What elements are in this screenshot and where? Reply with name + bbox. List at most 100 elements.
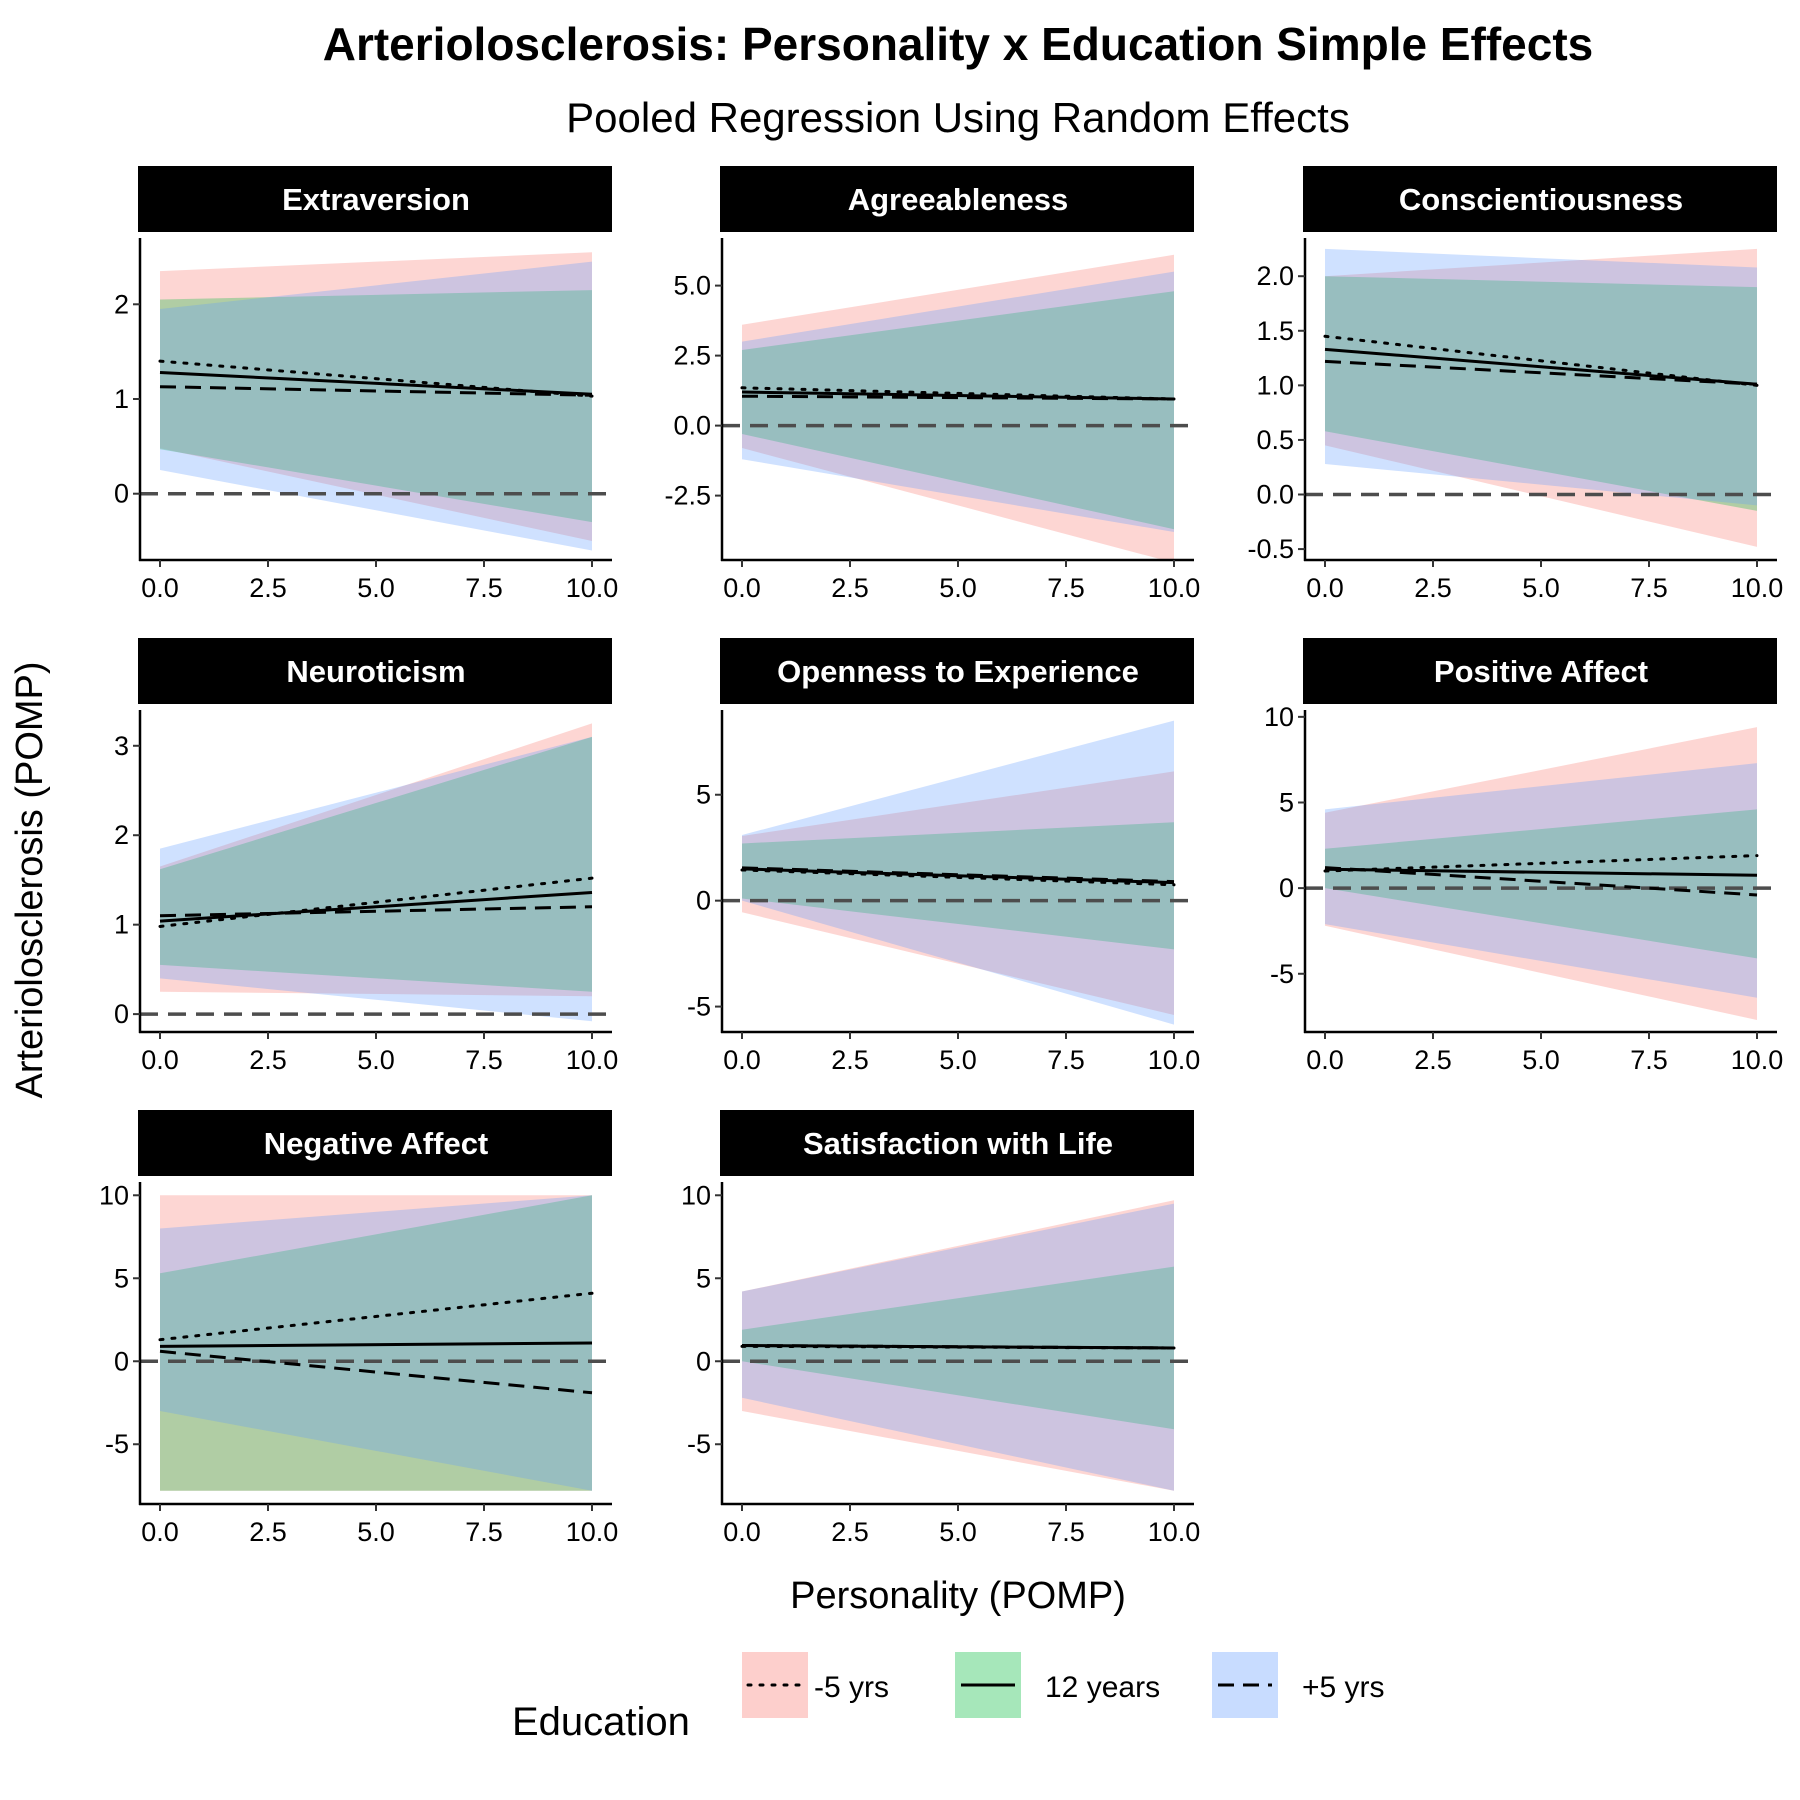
y-tick-label-conscientiousness: -0.5 [1247, 534, 1294, 564]
x-tick-label-conscientiousness: 10.0 [1731, 573, 1784, 603]
x-tick-label-openness-to-experience: 5.0 [939, 1045, 977, 1075]
panel-agreeableness: Agreeableness -2.5 0.0 2.5 5.0 0.0 2.5 5.0 7.5 10… [664, 166, 1200, 603]
y-tick-label-conscientiousness: 0.5 [1256, 425, 1294, 455]
x-tick-label-openness-to-experience: 0.0 [723, 1045, 761, 1075]
line-neuroticism-5-yrs [158, 876, 594, 928]
x-tick-label-satisfaction-with-life: 0.0 [723, 1517, 761, 1547]
y-tick-label-satisfaction-with-life: 5 [696, 1263, 711, 1293]
line-conscientiousness-5-yrs [1324, 359, 1758, 386]
panel-satisfaction-with-life: Satisfaction with Life -5 0 5 10 0.0 2.5 5.0 7.5… [681, 1110, 1200, 1547]
line-extraversion-12-years [159, 370, 593, 396]
x-tick-label-conscientiousness: 5.0 [1522, 573, 1560, 603]
y-tick-label-satisfaction-with-life: -5 [687, 1429, 711, 1459]
y-tick-label-openness-to-experience: 0 [696, 886, 711, 916]
strip-label-agreeableness: Agreeableness [848, 182, 1069, 217]
strip-neuroticism [138, 638, 612, 704]
y-tick-label-neuroticism: 3 [114, 731, 129, 761]
strip-positive-affect [1303, 638, 1777, 704]
y-tick-label-satisfaction-with-life: 0 [696, 1346, 711, 1376]
x-tick-label-conscientiousness: 0.0 [1306, 573, 1344, 603]
strip-conscientiousness [1303, 166, 1777, 232]
x-tick-label-negative-affect: 10.0 [566, 1517, 619, 1547]
ribbon-negative-affect-5-yrs [160, 1195, 592, 1491]
y-tick-label-conscientiousness: 0.0 [1256, 480, 1294, 510]
x-tick-label-openness-to-experience: 2.5 [831, 1045, 869, 1075]
plot-area-positive-affect [1305, 727, 1777, 1021]
legend-label: +5 yrs [1302, 1671, 1385, 1704]
ribbon-neuroticism-5-yrs [160, 723, 592, 997]
y-tick-label-positive-affect: 5 [1279, 787, 1294, 817]
y-tick-label-conscientiousness: 1.5 [1256, 316, 1294, 346]
ribbon-neuroticism-5-yrs [160, 736, 592, 1022]
legend-item-5-yrs: -5 yrs [742, 1652, 889, 1718]
strip-openness-to-experience [720, 638, 1194, 704]
legend-title: Education [512, 1700, 690, 1744]
x-tick-label-positive-affect: 7.5 [1630, 1045, 1668, 1075]
x-tick-label-satisfaction-with-life: 7.5 [1047, 1517, 1085, 1547]
x-tick-label-agreeableness: 7.5 [1047, 573, 1085, 603]
ribbon-agreeableness-5-yrs [742, 271, 1174, 532]
line-satisfaction-with-life-5-yrs [741, 1343, 1175, 1350]
x-tick-label-positive-affect: 2.5 [1414, 1045, 1452, 1075]
plot-area-agreeableness [722, 254, 1194, 560]
y-tick-label-conscientiousness: 1.0 [1256, 370, 1294, 400]
line-negative-affect-12-years [159, 1341, 593, 1348]
strip-label-conscientiousness: Conscientiousness [1399, 182, 1683, 217]
line-negative-affect-5-yrs [158, 1291, 594, 1342]
y-tick-label-neuroticism: 1 [114, 910, 129, 940]
x-tick-label-satisfaction-with-life: 10.0 [1148, 1517, 1201, 1547]
ribbon-extraversion-12-years [160, 290, 592, 523]
y-tick-label-agreeableness: 0.0 [673, 411, 711, 441]
x-tick-label-neuroticism: 0.0 [141, 1045, 179, 1075]
line-extraversion-5-yrs [159, 385, 593, 397]
plot-area-openness-to-experience [722, 720, 1194, 1025]
ribbon-positive-affect-12-years [1325, 809, 1757, 959]
y-tick-label-conscientiousness: 2.0 [1256, 261, 1294, 291]
legend-item-5-yrs: +5 yrs [1212, 1652, 1385, 1718]
y-axis-label: Arteriolosclerosis (POMP) [9, 661, 51, 1098]
plot-area-extraversion [140, 252, 612, 551]
y-tick-label-positive-affect: 10 [1264, 702, 1294, 732]
x-tick-label-agreeableness: 2.5 [831, 573, 869, 603]
ribbon-conscientiousness-12-years [1325, 276, 1757, 511]
x-tick-label-extraversion: 5.0 [357, 573, 395, 603]
y-tick-label-negative-affect: -5 [105, 1429, 129, 1459]
x-tick-label-satisfaction-with-life: 5.0 [939, 1517, 977, 1547]
x-tick-label-agreeableness: 5.0 [939, 573, 977, 603]
line-neuroticism-5-yrs [159, 905, 593, 918]
strip-label-negative-affect: Negative Affect [264, 1126, 489, 1161]
line-positive-affect-12-years [1324, 867, 1758, 877]
panel-negative-affect: Negative Affect -5 0 5 10 0.0 2.5 5.0 7.5 10.0 [99, 1110, 618, 1547]
x-tick-label-negative-affect: 5.0 [357, 1517, 395, 1547]
ribbon-agreeableness-12-years [742, 291, 1174, 530]
legend: Education -5 yrs 12 years +5 yrs [512, 1652, 1385, 1744]
x-tick-label-extraversion: 2.5 [249, 573, 287, 603]
y-tick-label-negative-affect: 5 [114, 1263, 129, 1293]
x-tick-label-negative-affect: 2.5 [249, 1517, 287, 1547]
strip-label-satisfaction-with-life: Satisfaction with Life [803, 1126, 1113, 1161]
x-tick-label-neuroticism: 2.5 [249, 1045, 287, 1075]
x-tick-label-positive-affect: 10.0 [1731, 1045, 1784, 1075]
x-tick-label-negative-affect: 0.0 [141, 1517, 179, 1547]
line-agreeableness-5-yrs [741, 394, 1175, 401]
plot-area-neuroticism [140, 723, 612, 1022]
x-tick-label-satisfaction-with-life: 2.5 [831, 1517, 869, 1547]
ribbon-openness-to-experience-5-yrs [742, 771, 1174, 1016]
y-tick-label-agreeableness: -2.5 [664, 481, 711, 511]
plot-area-negative-affect [140, 1195, 612, 1491]
chart-subtitle: Pooled Regression Using Random Effects [566, 94, 1350, 141]
y-tick-label-negative-affect: 10 [99, 1180, 129, 1210]
ribbon-negative-affect-12-years [160, 1195, 592, 1491]
panel-extraversion: Extraversion 0 1 2 0.0 2.5 5.0 7.5 10.0 [114, 166, 618, 603]
ribbon-negative-affect-5-yrs [160, 1195, 592, 1491]
panel-neuroticism: Neuroticism 0 1 2 3 0.0 2.5 5.0 7.5 10.0 [114, 638, 618, 1075]
ribbon-agreeableness-5-yrs [742, 254, 1174, 560]
x-tick-label-extraversion: 7.5 [465, 573, 503, 603]
strip-agreeableness [720, 166, 1194, 232]
strip-label-extraversion: Extraversion [282, 182, 470, 217]
strip-label-openness-to-experience: Openness to Experience [777, 654, 1139, 689]
strip-negative-affect [138, 1110, 612, 1176]
y-tick-label-agreeableness: 5.0 [673, 271, 711, 301]
